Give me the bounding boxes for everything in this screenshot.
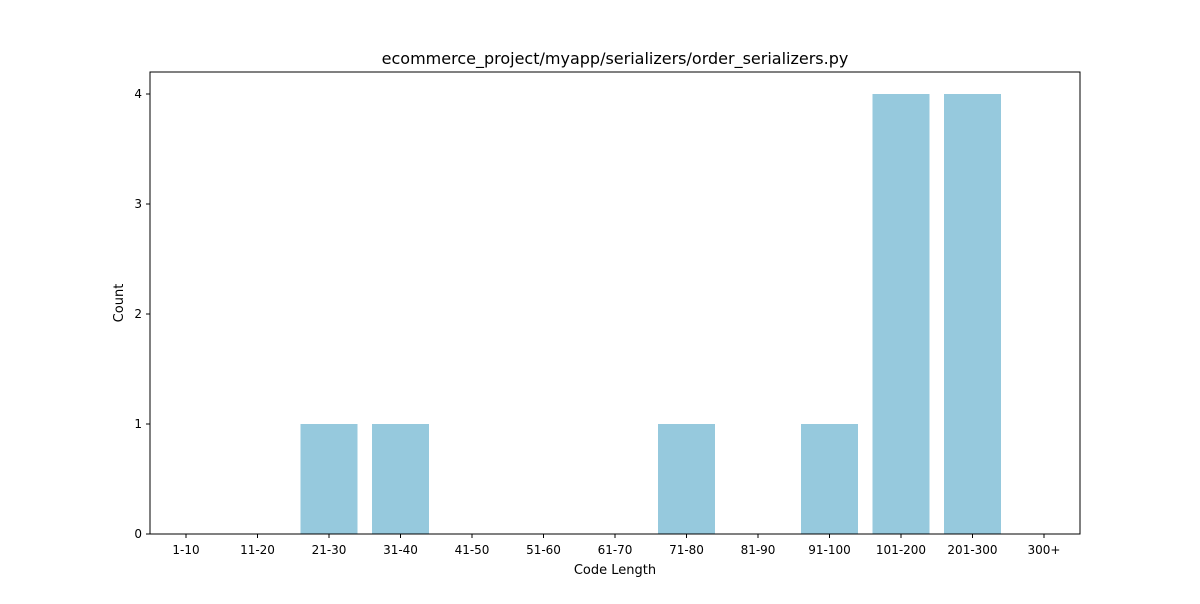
plot-frame — [149, 71, 1081, 535]
x-tick-label: 101-200 — [876, 543, 926, 557]
x-tick-label: 21-30 — [312, 543, 347, 557]
y-tick-label: 1 — [134, 417, 142, 431]
y-tick-label: 4 — [134, 87, 142, 101]
bar-201-300 — [944, 94, 1001, 534]
bar-31-40 — [372, 424, 429, 534]
x-tick-label: 11-20 — [240, 543, 275, 557]
x-tick-label: 41-50 — [455, 543, 490, 557]
y-tick-label: 0 — [134, 527, 142, 541]
bar-21-30 — [300, 424, 358, 534]
y-axis-ticks: 0 1 2 3 4 — [134, 87, 150, 541]
chart-title: ecommerce_project/myapp/serializers/orde… — [382, 49, 849, 69]
x-axis-label: Code Length — [574, 563, 656, 578]
x-tick-label: 300+ — [1028, 543, 1061, 557]
x-tick-label: 81-90 — [741, 543, 776, 557]
bars-group — [300, 94, 1001, 534]
x-axis-ticks: 1-10 11-20 21-30 31-40 41-50 51-60 61-70 71-80 8… — [172, 534, 1060, 557]
x-tick-label: 51-60 — [526, 543, 561, 557]
x-tick-label: 71-80 — [669, 543, 704, 557]
x-tick-label: 61-70 — [598, 543, 633, 557]
y-tick-label: 2 — [134, 307, 142, 321]
x-tick-label: 31-40 — [383, 543, 418, 557]
x-tick-label: 201-300 — [947, 543, 997, 557]
y-axis-label: Count — [112, 284, 127, 323]
x-tick-label: 91-100 — [808, 543, 851, 557]
y-tick-label: 3 — [134, 197, 142, 211]
bar-91-100 — [801, 424, 858, 534]
bar-71-80 — [658, 424, 715, 534]
x-tick-label: 1-10 — [172, 543, 199, 557]
bar-101-200 — [872, 94, 930, 534]
